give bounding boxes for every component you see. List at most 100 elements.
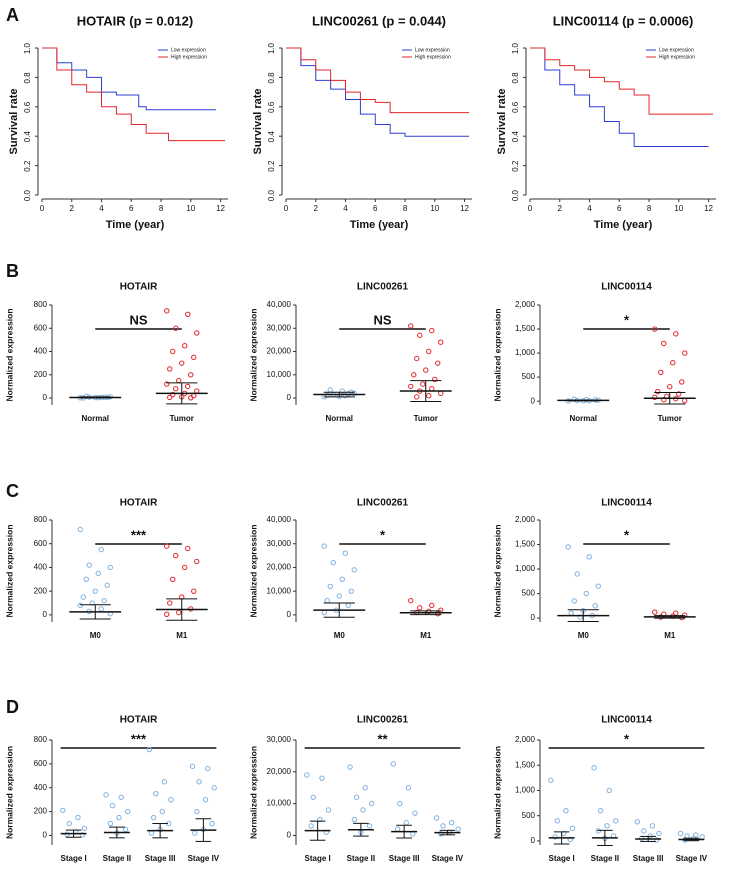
y-tick-label: 500	[522, 589, 536, 598]
x-tick-label: 2	[558, 204, 563, 213]
data-point	[101, 597, 107, 604]
y-tick-label: 0.6	[267, 101, 276, 113]
data-point	[667, 384, 673, 390]
data-point	[571, 598, 577, 604]
y-axis-label: Normalized expression	[248, 524, 258, 617]
x-tick-label: M0	[578, 631, 590, 640]
data-point	[586, 554, 592, 560]
data-point	[164, 381, 170, 387]
data-point	[107, 820, 114, 827]
data-point	[438, 390, 444, 397]
x-tick-label: 12	[460, 204, 469, 213]
y-tick-label: 10,000	[267, 370, 292, 379]
data-point	[574, 571, 580, 577]
data-point	[104, 582, 110, 588]
data-point	[670, 359, 676, 366]
data-point	[360, 807, 366, 813]
data-point	[182, 342, 188, 349]
data-point	[554, 818, 560, 824]
data-point	[188, 395, 194, 401]
data-point	[324, 597, 330, 604]
data-point	[597, 807, 604, 814]
x-tick-label: Tumor	[170, 414, 194, 423]
x-tick-label: Stage I	[305, 854, 331, 863]
y-tick-label: 200	[34, 807, 48, 816]
y-tick-label: 0.0	[511, 189, 520, 201]
y-tick-label: 1.0	[267, 42, 276, 54]
data-point	[414, 394, 420, 400]
y-tick-label: 1,000	[515, 348, 536, 357]
data-point	[202, 796, 209, 803]
data-point	[173, 325, 179, 331]
y-tick-label: 0	[531, 613, 536, 622]
data-point	[412, 810, 418, 816]
y-tick-label: 1,500	[515, 760, 536, 769]
data-point	[368, 800, 375, 807]
x-tick-label: 2	[70, 204, 75, 213]
y-tick-label: 400	[34, 783, 48, 792]
y-axis-label: Normalized expression	[492, 308, 502, 401]
data-point	[606, 787, 612, 794]
data-point	[153, 790, 159, 797]
data-point	[682, 397, 688, 404]
data-point	[192, 830, 198, 836]
y-tick-label: 0	[43, 393, 48, 402]
data-point	[209, 820, 215, 827]
data-point	[417, 605, 423, 611]
y-tick-label: 0	[43, 831, 48, 840]
data-point	[109, 802, 116, 809]
data-point	[118, 794, 124, 800]
data-point	[66, 820, 73, 827]
data-point	[351, 567, 357, 573]
data-point	[408, 383, 414, 390]
x-tick-label: Stage II	[591, 854, 619, 863]
legend-label: Low expression	[659, 47, 694, 53]
data-point	[362, 785, 368, 791]
data-point	[167, 600, 173, 606]
x-tick-label: Normal	[81, 414, 109, 423]
y-tick-label: 0.8	[511, 72, 520, 84]
y-tick-label: 0	[531, 836, 536, 845]
data-point	[408, 323, 414, 329]
data-point	[433, 815, 440, 821]
x-axis-label: Time (year)	[594, 219, 653, 231]
data-point	[699, 834, 705, 840]
data-point	[654, 837, 660, 843]
y-tick-label: 0	[287, 610, 292, 619]
y-tick-label: 20,000	[267, 767, 292, 776]
data-point	[552, 834, 558, 840]
data-point	[98, 546, 104, 553]
data-point	[569, 825, 576, 832]
data-point	[321, 609, 327, 616]
x-tick-label: Stage III	[389, 854, 420, 863]
x-tick-label: 4	[587, 204, 592, 213]
y-axis-label: Normalized expression	[492, 746, 502, 839]
x-tick-label: 4	[99, 204, 104, 213]
data-point	[565, 544, 571, 550]
panel-label: C	[6, 481, 19, 501]
data-point	[319, 775, 325, 781]
y-axis-label: Normalized expression	[248, 746, 258, 839]
data-point	[652, 609, 658, 615]
data-point	[351, 816, 358, 823]
x-tick-label: Stage II	[347, 854, 375, 863]
data-point	[342, 550, 348, 556]
y-tick-label: 1,000	[515, 564, 536, 573]
data-point	[652, 326, 658, 332]
y-axis-label: Survival rate	[8, 88, 20, 154]
data-point	[647, 833, 653, 839]
y-tick-label: 20,000	[267, 347, 292, 356]
data-point	[440, 823, 446, 829]
data-point	[191, 354, 197, 361]
y-tick-label: 40,000	[267, 300, 292, 309]
data-point	[98, 606, 104, 612]
data-point	[327, 387, 333, 393]
y-tick-label: 0.2	[23, 160, 32, 172]
data-point	[167, 366, 173, 372]
panel-label: A	[6, 5, 19, 25]
data-point	[432, 376, 438, 383]
legend-label: Low expression	[171, 47, 206, 53]
data-point	[595, 828, 602, 834]
data-point	[655, 388, 661, 395]
